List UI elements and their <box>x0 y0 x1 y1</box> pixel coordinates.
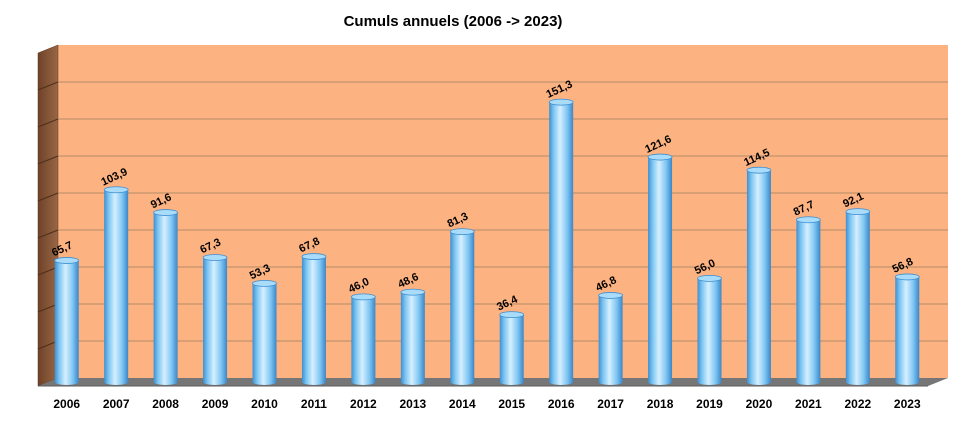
bar-2018 <box>647 153 673 386</box>
x-tick-label-2010: 2010 <box>251 397 278 411</box>
bar-2021 <box>795 216 821 386</box>
bar-top <box>795 216 821 224</box>
x-tick-label-2006: 2006 <box>53 397 80 411</box>
bar-body <box>598 295 623 386</box>
bar-2013 <box>400 288 426 386</box>
bar-top <box>103 186 129 194</box>
bar-2010 <box>252 279 277 386</box>
bar-body <box>301 256 326 386</box>
bar-body <box>697 278 722 386</box>
bar-top <box>252 279 277 287</box>
bar-body <box>54 260 79 386</box>
bar-2012 <box>350 293 376 386</box>
bar-top <box>894 273 920 281</box>
x-tick-label-2023: 2023 <box>894 397 921 411</box>
bar-top <box>449 228 475 235</box>
bar-body <box>895 276 920 386</box>
chart-title: Cumuls annuels (2006 -> 2023) <box>344 13 563 30</box>
bar-body <box>203 257 228 386</box>
x-tick-label-2008: 2008 <box>152 397 179 411</box>
bar-body <box>845 211 870 386</box>
bar-body <box>400 292 425 386</box>
bar-2016 <box>548 98 574 386</box>
bar-2008 <box>153 209 179 386</box>
bar-body <box>746 170 771 386</box>
bar-top <box>845 208 871 216</box>
bar-2022 <box>845 208 871 386</box>
side-gridline <box>37 229 59 239</box>
bar-body <box>104 189 129 386</box>
bars <box>54 98 920 386</box>
bar-body <box>450 231 475 386</box>
x-tick-label-2020: 2020 <box>746 397 773 411</box>
x-tick-label-2007: 2007 <box>103 397 130 411</box>
bar-body <box>252 283 277 386</box>
x-tick-label-2016: 2016 <box>548 397 575 411</box>
side-gridline <box>37 340 59 350</box>
bar-2020 <box>746 166 772 386</box>
bar-body <box>648 157 673 386</box>
bar-2006 <box>54 257 80 386</box>
x-tick-label-2011: 2011 <box>301 397 327 411</box>
side-gridline <box>37 155 59 165</box>
bar-2014 <box>449 228 475 386</box>
bar-top <box>202 254 228 261</box>
bar-body <box>796 219 821 386</box>
side-gridline <box>37 81 59 91</box>
bar-2015 <box>499 311 525 386</box>
x-tick-label-2021: 2021 <box>795 397 822 411</box>
side-gridline <box>37 303 59 313</box>
bar-2023 <box>894 273 920 386</box>
bar-2007 <box>103 186 129 386</box>
x-tick-label-2018: 2018 <box>647 397 674 411</box>
bar-body <box>549 102 574 386</box>
side-gridline <box>37 266 59 276</box>
bar-body <box>499 314 524 386</box>
bar-top <box>697 274 722 282</box>
bar-top <box>350 293 376 301</box>
bar-body <box>351 296 376 386</box>
bar-top <box>548 98 574 106</box>
side-gridline <box>37 118 59 128</box>
bar-body <box>153 212 178 386</box>
x-tick-label-2009: 2009 <box>202 397 229 411</box>
bar-2019 <box>697 274 722 386</box>
x-tick-label-2014: 2014 <box>449 397 476 411</box>
x-tick-label-2017: 2017 <box>597 397 624 411</box>
bar-top <box>54 257 80 264</box>
bar-2011 <box>301 253 327 386</box>
x-tick-label-2012: 2012 <box>350 397 377 411</box>
x-tick-label-2015: 2015 <box>498 397 525 411</box>
x-tick-label-2013: 2013 <box>399 397 426 411</box>
side-gridline <box>37 192 59 202</box>
bar-top <box>301 253 327 260</box>
bar-top <box>499 311 525 319</box>
bar-top <box>647 153 673 161</box>
bar-top <box>400 288 426 296</box>
bar-top <box>153 209 179 216</box>
bar-top <box>598 292 624 299</box>
x-tick-label-2019: 2019 <box>696 397 723 411</box>
bar-top <box>746 166 772 174</box>
x-tick-label-2022: 2022 <box>844 397 871 411</box>
bar-2017 <box>598 292 624 386</box>
bar-2009 <box>202 254 228 386</box>
